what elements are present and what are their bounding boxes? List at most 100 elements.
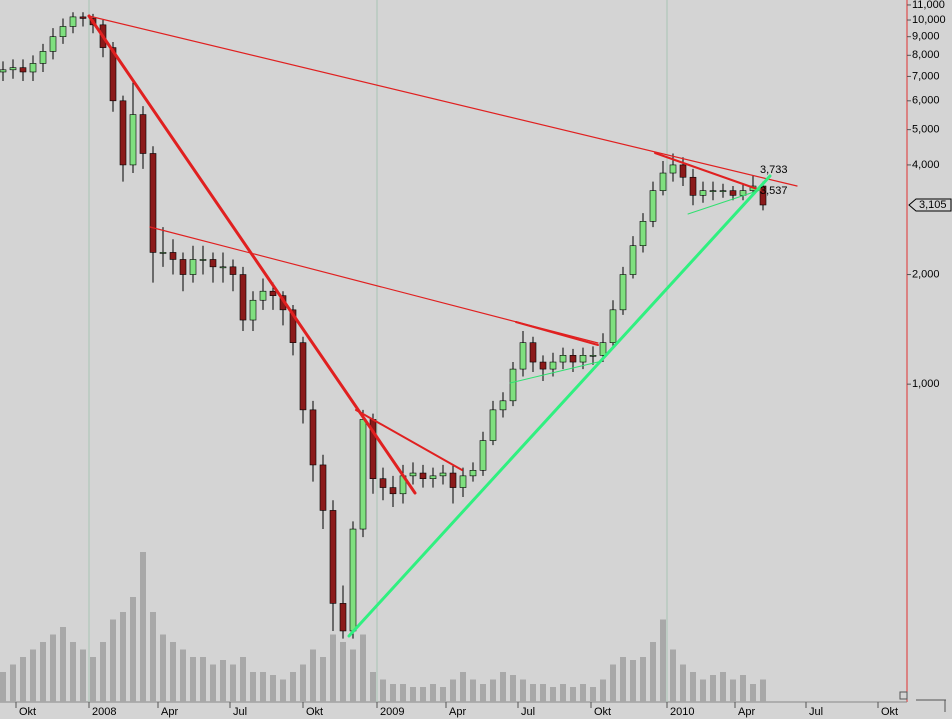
volume-bar <box>630 660 636 702</box>
annotation: 3,537 <box>760 185 788 197</box>
volume-bar <box>640 657 646 702</box>
y-tick-label: 11,000 <box>912 0 945 11</box>
y-tick-label: 7,000 <box>912 70 940 82</box>
volume-bar <box>150 612 156 702</box>
volume-bar <box>500 672 506 702</box>
candle-body <box>629 245 637 275</box>
volume-bar <box>330 634 336 702</box>
volume-bar <box>210 664 216 702</box>
volume-bar <box>200 657 206 702</box>
candle-body <box>609 309 617 343</box>
volume-bar <box>650 642 656 702</box>
candle-body <box>429 475 437 479</box>
candle-body <box>129 114 137 166</box>
volume-bar <box>480 684 486 702</box>
candle-body <box>439 472 447 477</box>
candle-body <box>689 176 697 196</box>
volume-bar <box>340 642 346 702</box>
volume-bar <box>460 672 466 702</box>
trendline <box>509 361 599 384</box>
x-tick-label: Okt <box>19 706 36 718</box>
candle-body <box>209 259 217 268</box>
volume-bar <box>10 664 16 702</box>
candle-layer <box>0 12 767 639</box>
resize-handle <box>899 691 946 712</box>
last-price-box <box>908 198 952 212</box>
volume-bar <box>160 634 166 702</box>
candle-body <box>229 266 237 275</box>
candle-body <box>219 266 227 269</box>
candle-body <box>189 259 197 275</box>
volume-bar <box>350 649 356 702</box>
trendline <box>355 409 463 471</box>
candle-body <box>509 368 517 402</box>
volume-bar <box>750 684 756 702</box>
candle-body <box>119 100 127 166</box>
candle-body <box>0 69 7 73</box>
y-tick-label: 5,000 <box>912 124 940 136</box>
volume-bar <box>540 684 546 702</box>
candle-body <box>639 221 647 247</box>
volume-bar <box>610 664 616 702</box>
x-tick-label: Jul <box>521 706 535 718</box>
candle-body <box>199 259 207 261</box>
candle-body <box>59 26 67 37</box>
volume-bar <box>370 672 376 702</box>
volume-bar <box>580 684 586 702</box>
candle-body <box>719 190 727 192</box>
volume-bar <box>90 657 96 702</box>
volume-bar <box>740 675 746 702</box>
volume-bar <box>400 684 406 702</box>
candle-body <box>339 603 347 632</box>
volume-bar <box>310 649 316 702</box>
volume-bar <box>450 679 456 702</box>
y-tick-label: 1,000 <box>912 378 940 390</box>
volume-bar <box>240 657 246 702</box>
volume-bar <box>590 687 596 702</box>
candle-body <box>239 274 247 321</box>
volume-bar <box>80 649 86 702</box>
volume-bar <box>40 642 46 702</box>
trendline <box>654 152 761 191</box>
volume-bar <box>680 664 686 702</box>
volume-bar <box>490 679 496 702</box>
candle-body <box>519 342 527 370</box>
volume-bar <box>250 672 256 702</box>
volume-bar <box>670 649 676 702</box>
candle-body <box>289 309 297 343</box>
candle-body <box>589 355 597 357</box>
volume-bar <box>60 627 66 702</box>
x-tick-label: Apr <box>161 706 178 718</box>
candle-body <box>109 47 117 102</box>
volume-bar <box>70 642 76 702</box>
volume-bar <box>170 642 176 702</box>
trendline <box>88 15 798 187</box>
x-tick-label: Okt <box>594 706 611 718</box>
volume-bar <box>320 657 326 702</box>
volume-bar <box>550 687 556 702</box>
volume-bar <box>30 649 36 702</box>
trendline <box>687 189 761 215</box>
candle-body <box>329 510 337 604</box>
volume-bar <box>230 664 236 702</box>
candle-body <box>659 172 667 191</box>
volume-bar <box>220 660 226 702</box>
annotation: 3,733 <box>760 164 788 176</box>
y-tick-label: 4,000 <box>912 159 940 171</box>
y-axis: 1,000 2,000 4,000 5,000 6,000 7,000 8,000 9,000… <box>907 0 952 390</box>
volume-bar <box>760 679 766 702</box>
candle-body <box>459 475 467 488</box>
grid: Okt 2008 Apr Jul Okt 2009 Apr Jul Okt 2010 Apr Jul O… <box>15 0 898 718</box>
trendlines <box>87 14 798 638</box>
volume-layer <box>0 552 766 702</box>
candle-body <box>599 342 607 356</box>
volume-bar <box>360 634 366 702</box>
last-price-label: 3,105 <box>919 199 947 211</box>
candle-body <box>179 259 187 275</box>
volume-bar <box>140 552 146 702</box>
candle-body <box>299 342 307 411</box>
volume-bar <box>690 672 696 702</box>
y-tick-label: 9,000 <box>912 31 940 43</box>
candle-body <box>449 472 457 488</box>
